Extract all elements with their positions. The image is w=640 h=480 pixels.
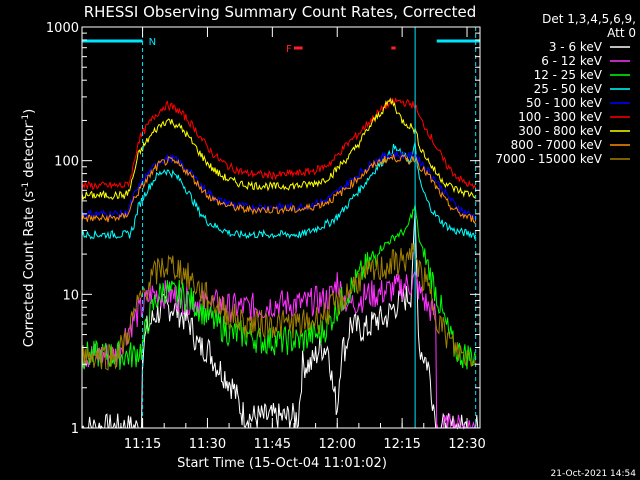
series-line-2 (81, 204, 477, 370)
annotations: NF (81, 27, 480, 428)
x-tick-label: 12:00 (319, 437, 356, 452)
series-line-1 (81, 269, 480, 429)
flare-label: F (286, 44, 292, 55)
legend-label: 3 - 6 keV (549, 40, 603, 54)
series-line-7 (81, 153, 477, 224)
y-axis: 1 10 100 1000 (46, 21, 480, 437)
timestamp: 21-Oct-2021 14:54 (551, 469, 637, 479)
series-line-5 (81, 96, 477, 191)
plot-frame (81, 26, 481, 429)
y-axis-label: Corrected Count Rate (s-1 detector-1) (21, 109, 37, 347)
legend-label: 50 - 100 keV (526, 96, 603, 110)
chart-title: RHESSI Observing Summary Count Rates, Co… (84, 3, 477, 21)
y-tick-label: 10 (62, 288, 79, 303)
legend-label: 800 - 7000 keV (511, 138, 603, 152)
legend-label: 12 - 25 keV (534, 68, 603, 82)
legend-label: 300 - 800 keV (518, 124, 602, 138)
series-lines (81, 96, 480, 430)
x-tick-label: 11:45 (254, 437, 291, 452)
y-tick-label: 1000 (46, 21, 79, 36)
legend-header-line-2: Att 0 (607, 26, 636, 40)
x-tick-label: 12:15 (383, 437, 420, 452)
x-tick-label: 11:30 (189, 437, 226, 452)
y-tick-label: 1 (71, 422, 79, 437)
x-tick-label: 11:15 (124, 437, 161, 452)
x-tick-label: 12:30 (448, 437, 485, 452)
legend-label: 100 - 300 keV (518, 110, 602, 124)
series-line-4 (81, 150, 477, 221)
x-axis-label: Start Time (15-Oct-04 11:01:02) (177, 456, 387, 471)
y-tick-label: 100 (54, 155, 79, 170)
legend-label: 25 - 50 keV (534, 82, 603, 96)
legend-label: 6 - 12 keV (541, 54, 603, 68)
series-line-6 (81, 97, 477, 201)
series-line-8 (81, 242, 477, 371)
series-line-0 (81, 211, 480, 430)
night-label: N (149, 37, 156, 48)
x-axis: 11:15 11:30 11:45 12:00 12:15 12:30 (98, 27, 486, 452)
legend-header-line-1: Det 1,3,4,5,6,9, (542, 12, 636, 26)
legend-label: 7000 - 15000 keV (495, 152, 602, 166)
